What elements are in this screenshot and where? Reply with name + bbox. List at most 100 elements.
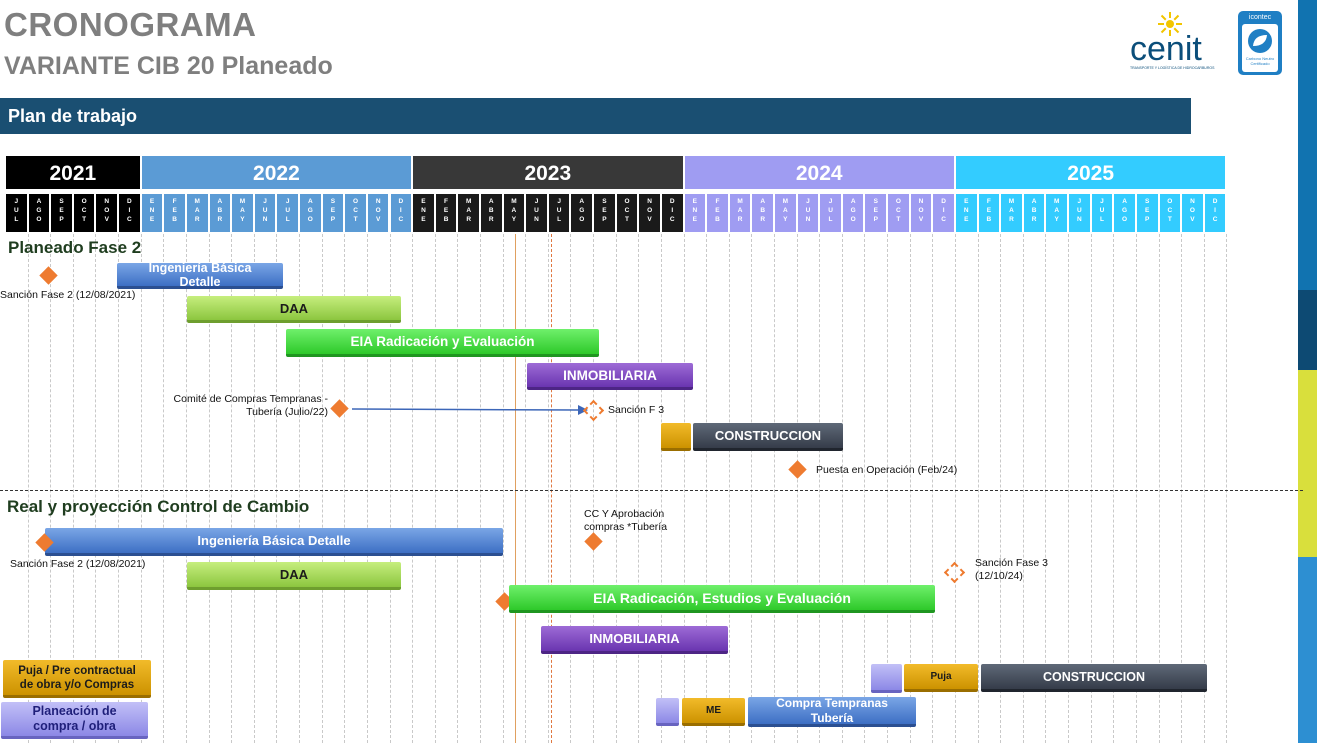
month-gridline [344,234,346,743]
month-gridline [638,234,640,743]
month-gridline [887,234,889,743]
month-gridline [457,234,459,743]
planeacion-marker-construccion [871,664,902,693]
month-gridline [615,234,617,743]
leaf-icon [1248,29,1272,53]
month-gridline [819,234,821,743]
month-gridline [1022,234,1024,743]
sancion-note: Sanción Fase 2 (12/08/2021) [0,289,136,301]
month-gridline [50,234,52,743]
month-gridline [140,234,142,743]
month-gridline [1090,234,1092,743]
month-gridline [72,234,74,743]
month-gridline [366,234,368,743]
month-gridline [95,234,97,743]
sun-icon [1158,12,1182,36]
planeacion-marker-me [656,698,679,726]
month-gridline [389,234,391,743]
month-gridline [660,234,662,743]
legend-planeacion: Planeación de compra / obra [1,702,148,739]
month-gridline [231,234,233,743]
sancion-f3-note: Sanción F 3 [608,404,665,416]
month-gridline [479,234,481,743]
month-gridline [434,234,436,743]
month-gridline [321,234,323,743]
comite-note: Comité de Compras Tempranas - Tubería (J… [173,393,328,418]
month-gridline [774,234,775,743]
inmobiliaria-bar: INMOBILIARIA [527,363,693,390]
real-sancion-note: Sanción Fase 2 (12/08/2021) [10,558,146,570]
real-sancion-f3-note: Sanción Fase 3 (12/10/24) [975,557,1048,582]
month-gridline [1226,234,1228,743]
month-gridline [299,234,301,743]
real-eia-bar: EIA Radicación, Estudios y Evaluación [509,585,935,613]
month-gridline [208,234,210,743]
month-gridline [683,234,685,743]
month-gridline [502,234,504,743]
month-gridline [525,234,527,743]
puja-marker-planned [661,423,691,451]
planned-section-label: Planeado Fase 2 [8,238,142,257]
month-gridline [570,234,572,743]
puesta-milestone [788,460,807,479]
real-inmobiliaria-bar: INMOBILIARIA [541,626,728,654]
icontec-logo: icontec Carbono Neutro Certificado [1238,11,1282,75]
month-gridline [593,234,595,743]
compra-temprana-bar: Compra Tempranas Tubería [748,696,916,727]
month-gridline [977,234,979,743]
month-gridline [1068,234,1070,743]
current-date-line [515,234,516,743]
arrow-icon [351,405,588,415]
real-ingenieria-bar: Ingeniería Básica Detalle [45,528,503,556]
right-accent-strip [1298,0,1317,743]
year-2023: 2023 [412,155,684,190]
month-gridline [751,234,753,743]
month-gridline [909,234,911,743]
comite-milestone [330,399,349,418]
month-gridline [1000,234,1002,743]
month-gridline [1203,234,1205,743]
real-section-label: Real y proyección Control de Cambio [7,497,310,516]
daa-bar: DAA [187,296,401,323]
page-title: CRONOGRAMA [4,6,257,43]
month-gridline [1135,234,1137,743]
month-gridline [706,234,708,743]
section-divider [0,490,1303,491]
month-gridline [1113,234,1115,743]
month-gridline [932,234,934,743]
